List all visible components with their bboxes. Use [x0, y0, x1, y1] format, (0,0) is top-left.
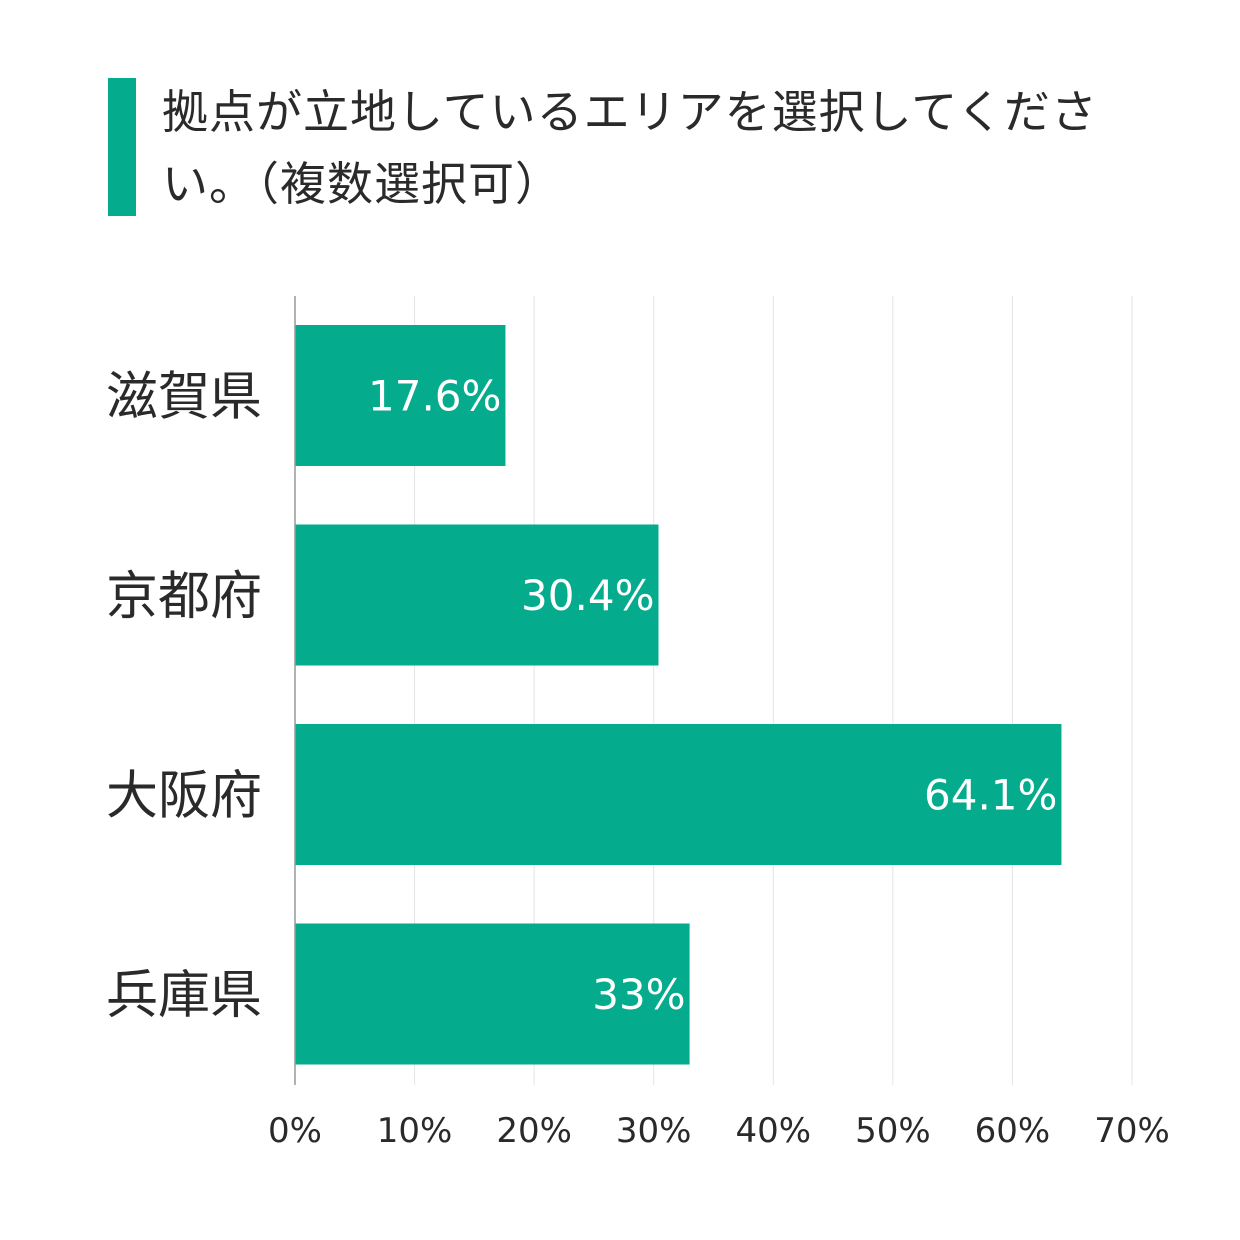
x-tick-label: 50%: [855, 1111, 931, 1151]
category-label: 京都府: [106, 567, 262, 627]
category-label: 兵庫県: [106, 966, 262, 1026]
x-tick-label: 70%: [1094, 1111, 1170, 1151]
category-label: 大阪府: [106, 767, 262, 827]
x-tick-label: 20%: [496, 1111, 572, 1151]
title-accent-bar: [108, 78, 136, 216]
x-tick-label: 40%: [735, 1111, 811, 1151]
x-tick-label: 60%: [975, 1111, 1051, 1151]
bar: [295, 724, 1062, 865]
bar-value-label: 30.4%: [521, 571, 654, 620]
bar-value-label: 33%: [592, 970, 685, 1019]
bar: [295, 325, 506, 466]
x-tick-label: 0%: [268, 1111, 322, 1151]
x-tick-label: 30%: [616, 1111, 692, 1151]
bar: [295, 524, 659, 666]
bars: 17.6% 30.4% 64.1% 33%: [295, 325, 1062, 1065]
x-tick-labels: 0% 10% 20% 30% 40% 50% 60% 70%: [268, 1111, 1170, 1151]
category-label: 滋賀県: [106, 368, 262, 428]
bar-value-label: 64.1%: [924, 771, 1057, 820]
chart-title: 拠点が立地しているエリアを選択してください。（複数選択可）: [162, 85, 1098, 211]
bar-value-label: 17.6%: [368, 372, 501, 421]
x-tick-label: 10%: [377, 1111, 453, 1151]
bar: [295, 923, 690, 1065]
